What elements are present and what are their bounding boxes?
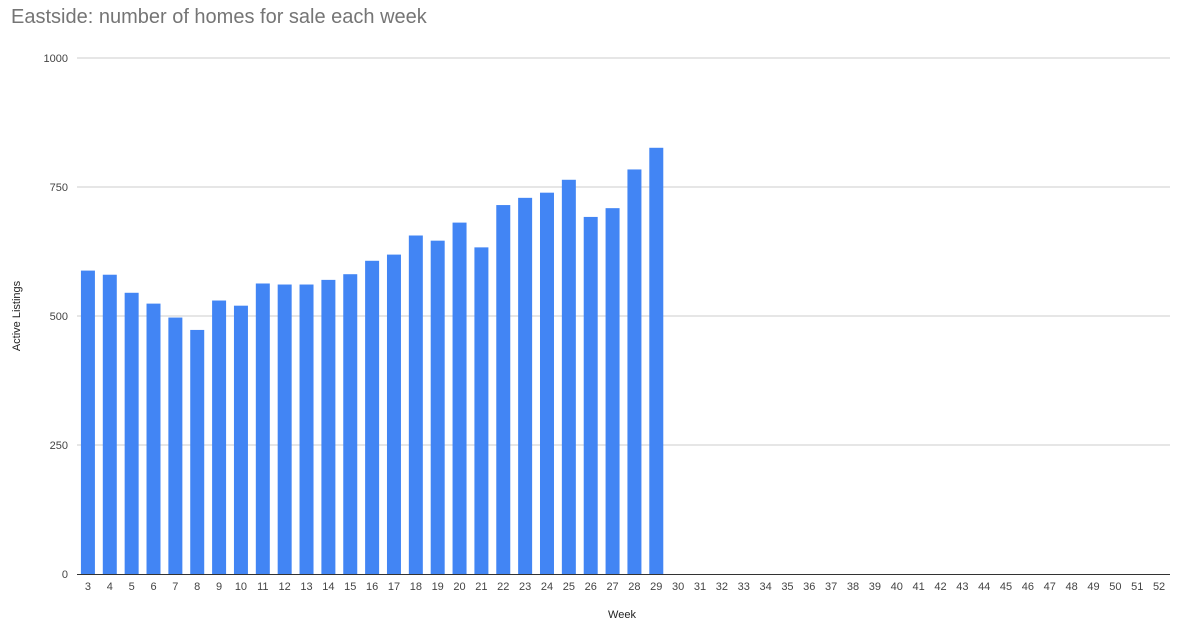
- x-tick-label: 50: [1109, 581, 1121, 593]
- x-tick-label: 14: [322, 581, 334, 593]
- x-tick-label: 5: [129, 581, 135, 593]
- x-tick-label: 37: [825, 581, 837, 593]
- x-tick-label: 49: [1087, 581, 1099, 593]
- x-tick-label: 46: [1022, 581, 1034, 593]
- x-tick-label: 10: [235, 581, 247, 593]
- x-tick-label: 39: [869, 581, 881, 593]
- x-tick-label: 38: [847, 581, 859, 593]
- x-tick-label: 17: [388, 581, 400, 593]
- bar-week-26: [583, 216, 598, 575]
- bar-week-24: [539, 192, 554, 574]
- x-tick-label: 43: [956, 581, 968, 593]
- bar-week-4: [102, 274, 117, 574]
- x-tick-label: 9: [216, 581, 222, 593]
- bar-week-10: [233, 305, 248, 574]
- x-tick-label: 35: [781, 581, 793, 593]
- bar-week-13: [299, 284, 314, 574]
- x-tick-label: 36: [803, 581, 815, 593]
- x-tick-label: 23: [519, 581, 531, 593]
- x-tick-label: 12: [279, 581, 291, 593]
- x-tick-labels: 3 4 5 6 7 8 9 10 11 12 13 14 15 16 17 18 19 20 21 22 23 24 25 2…: [85, 581, 1165, 593]
- x-tick-label: 25: [563, 581, 575, 593]
- bars: [80, 147, 664, 575]
- x-tick-label: 30: [672, 581, 684, 593]
- x-tick-label: 15: [344, 581, 356, 593]
- x-tick-label: 13: [300, 581, 312, 593]
- y-tick-label: 0: [62, 569, 68, 581]
- x-tick-label: 40: [891, 581, 903, 593]
- x-tick-label: 3: [85, 581, 91, 593]
- x-tick-label: 11: [257, 581, 268, 593]
- bar-week-27: [605, 208, 620, 574]
- x-tick-label: 7: [172, 581, 178, 593]
- x-tick-label: 31: [694, 581, 706, 593]
- x-tick-label: 29: [650, 581, 662, 593]
- x-tick-label: 34: [759, 581, 771, 593]
- y-tick-label: 1000: [44, 53, 68, 65]
- x-tick-label: 41: [912, 581, 924, 593]
- bar-week-21: [474, 247, 489, 574]
- chart-title: Eastside: number of homes for sale each …: [11, 6, 427, 28]
- bar-week-22: [496, 205, 511, 574]
- bar-week-25: [561, 179, 576, 574]
- x-tick-label: 44: [978, 581, 990, 593]
- x-tick-label: 33: [738, 581, 750, 593]
- bar-week-16: [365, 260, 380, 574]
- x-tick-label: 51: [1131, 581, 1143, 593]
- bar-week-20: [452, 222, 467, 574]
- x-tick-label: 48: [1066, 581, 1078, 593]
- bar-week-6: [146, 303, 161, 574]
- bar-week-9: [212, 300, 227, 574]
- bar-week-3: [80, 270, 95, 574]
- x-tick-label: 19: [432, 581, 444, 593]
- x-tick-label: 27: [606, 581, 618, 593]
- x-tick-label: 8: [194, 581, 200, 593]
- bar-week-29: [649, 147, 664, 574]
- x-tick-label: 20: [453, 581, 465, 593]
- x-tick-label: 4: [107, 581, 113, 593]
- x-tick-label: 24: [541, 581, 553, 593]
- x-axis-title: Week: [608, 609, 636, 621]
- y-tick-label: 750: [50, 182, 68, 194]
- bar-week-19: [430, 240, 445, 574]
- bar-week-18: [408, 235, 423, 574]
- bar-week-8: [190, 329, 205, 574]
- bar-week-15: [343, 274, 358, 574]
- bar-week-5: [124, 292, 139, 574]
- y-tick-label: 500: [50, 311, 68, 323]
- x-tick-label: 22: [497, 581, 509, 593]
- bar-week-7: [168, 317, 183, 574]
- bar-week-17: [386, 254, 401, 574]
- bar-week-14: [321, 279, 336, 574]
- bar-week-23: [518, 197, 533, 574]
- x-tick-label: 26: [585, 581, 597, 593]
- bar-week-11: [255, 283, 270, 574]
- bar-week-28: [627, 169, 642, 574]
- x-tick-label: 45: [1000, 581, 1012, 593]
- x-tick-label: 52: [1153, 581, 1165, 593]
- y-tick-label: 250: [50, 440, 68, 452]
- x-tick-label: 18: [410, 581, 422, 593]
- x-tick-label: 32: [716, 581, 728, 593]
- x-tick-label: 21: [475, 581, 487, 593]
- x-tick-label: 16: [366, 581, 378, 593]
- x-tick-label: 28: [628, 581, 640, 593]
- x-tick-label: 42: [934, 581, 946, 593]
- x-tick-label: 6: [150, 581, 156, 593]
- bar-week-12: [277, 284, 292, 574]
- y-tick-labels: 0 250 500 750 1000: [44, 53, 68, 581]
- x-tick-label: 47: [1044, 581, 1056, 593]
